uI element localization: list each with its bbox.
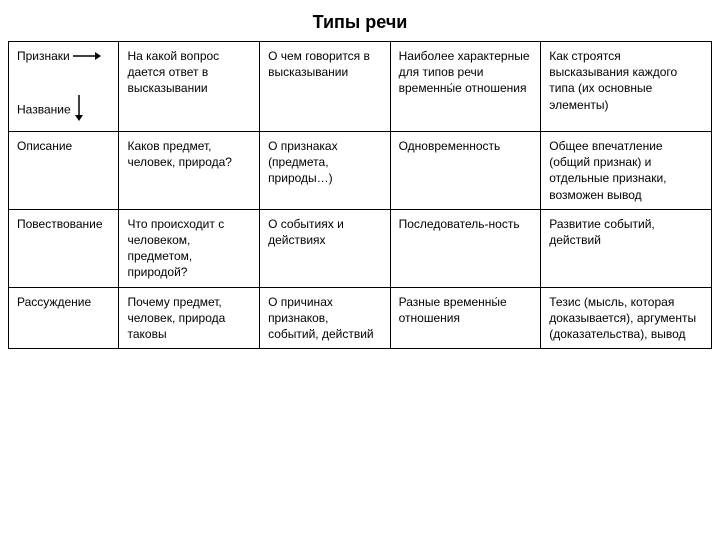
cell: Что происходит с человеком, предметом, п…: [119, 209, 260, 287]
cell: О признаках (предмета, природы…): [260, 132, 391, 210]
table-row: Рассуждение Почему предмет, человек, при…: [9, 287, 712, 349]
row-name: Рассуждение: [9, 287, 119, 349]
cell: Тезис (мысль, которая доказывается), арг…: [541, 287, 712, 349]
row-name: Описание: [9, 132, 119, 210]
cell: Каков предмет, человек, природа?: [119, 132, 260, 210]
cell: О событиях и действиях: [260, 209, 391, 287]
col-header: Как строятся высказывания каждого типа (…: [541, 42, 712, 132]
cell: О причинах признаков, событий, действий: [260, 287, 391, 349]
col-header: Наиболее характерные для типов речи врем…: [390, 42, 541, 132]
cell: Общее впечатление (общий признак) и отде…: [541, 132, 712, 210]
header-axis-cell: Признаки Название: [9, 42, 119, 132]
col-header: На какой вопрос дается ответ в высказыва…: [119, 42, 260, 132]
cell: Разные временны́е отношения: [390, 287, 541, 349]
axis-top-label: Признаки: [17, 49, 70, 63]
table-row: Описание Каков предмет, человек, природа…: [9, 132, 712, 210]
page-title: Типы речи: [8, 12, 712, 33]
arrow-right-icon: [73, 49, 101, 65]
col-header: О чем говорится в высказывании: [260, 42, 391, 132]
row-name: Повествование: [9, 209, 119, 287]
arrow-down-icon: [74, 95, 84, 125]
cell: Развитие событий, действий: [541, 209, 712, 287]
cell: Последователь-ность: [390, 209, 541, 287]
cell: Почему предмет, человек, природа таковы: [119, 287, 260, 349]
cell: Одновременность: [390, 132, 541, 210]
table-row: Повествование Что происходит с человеком…: [9, 209, 712, 287]
header-row: Признаки Название: [9, 42, 712, 132]
speech-types-table: Признаки Название: [8, 41, 712, 349]
axis-bottom-label: Название: [17, 102, 71, 116]
